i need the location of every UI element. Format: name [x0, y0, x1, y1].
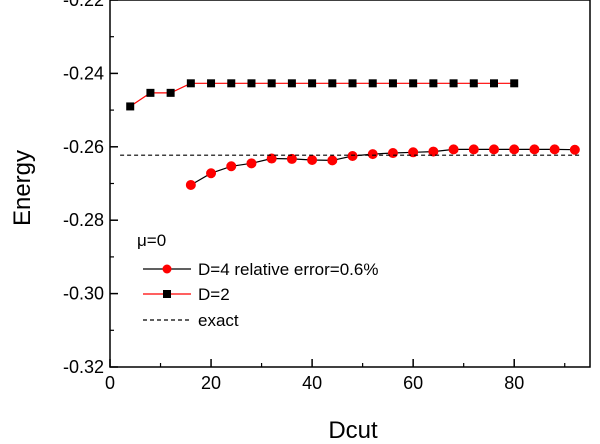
series-0 — [185, 144, 580, 190]
legend-marker — [163, 290, 171, 298]
x-tick-label: 80 — [504, 373, 524, 393]
legend: μ=0 D=4 relative error=0.6% D=2 exact — [137, 231, 378, 330]
data-point — [429, 79, 438, 88]
data-point — [287, 79, 296, 88]
data-point — [368, 79, 377, 88]
data-point — [529, 144, 540, 155]
data-point — [307, 155, 318, 166]
data-point — [226, 161, 237, 172]
data-point — [267, 79, 276, 88]
y-tick-label: -0.26 — [63, 137, 104, 157]
data-point — [328, 79, 337, 88]
data-point — [409, 79, 418, 88]
data-point — [166, 88, 175, 97]
legend-label: D=4 relative error=0.6% — [198, 260, 378, 279]
data-point — [185, 179, 196, 190]
x-tick-label: 40 — [302, 373, 322, 393]
y-axis-title: Energy — [9, 150, 36, 226]
series-1 — [126, 79, 519, 111]
data-point — [489, 144, 499, 155]
data-point — [308, 79, 317, 88]
data-point — [549, 144, 560, 155]
legend-marker — [162, 264, 172, 274]
data-point — [509, 144, 520, 155]
x-axis-title: Dcut — [328, 417, 378, 444]
data-point — [146, 88, 155, 97]
data-point — [490, 79, 498, 88]
data-point — [227, 79, 236, 88]
data-point — [246, 158, 257, 169]
y-tick-label: -0.22 — [63, 0, 104, 10]
data-point — [126, 102, 135, 111]
data-point — [469, 79, 478, 88]
data-point — [286, 153, 297, 164]
x-tick-label: 0 — [105, 373, 115, 393]
data-point — [348, 79, 357, 88]
data-point — [367, 149, 378, 160]
data-point — [186, 79, 195, 88]
data-point — [510, 79, 519, 88]
data-point — [449, 79, 458, 88]
plot-area — [109, 0, 591, 368]
legend-header: μ=0 — [137, 231, 166, 250]
data-point — [206, 168, 217, 179]
x-tick-label: 20 — [201, 373, 221, 393]
data-point — [388, 79, 397, 88]
y-tick-label: -0.30 — [63, 284, 104, 304]
plot-frame — [109, 0, 591, 368]
data-point — [347, 150, 358, 161]
y-tick-label: -0.28 — [63, 210, 104, 230]
data-point — [207, 79, 216, 88]
legend-label: D=2 — [198, 285, 230, 304]
data-point — [468, 144, 479, 155]
series-layer — [120, 79, 580, 190]
data-point — [428, 146, 439, 157]
data-point — [247, 79, 256, 88]
data-point — [387, 148, 398, 159]
x-tick-label: 60 — [403, 373, 423, 393]
x-axis: 0 20 40 60 80 — [105, 359, 566, 393]
y-tick-label: -0.32 — [63, 357, 104, 377]
data-point — [408, 147, 419, 158]
legend-label: exact — [198, 311, 239, 330]
y-tick-label: -0.24 — [63, 63, 104, 83]
data-point — [569, 144, 580, 155]
data-point — [266, 153, 277, 164]
y-axis: -0.32 -0.30 -0.28 -0.26 -0.24 -0.22 — [63, 0, 118, 377]
data-point — [448, 144, 459, 155]
data-point — [327, 155, 338, 166]
